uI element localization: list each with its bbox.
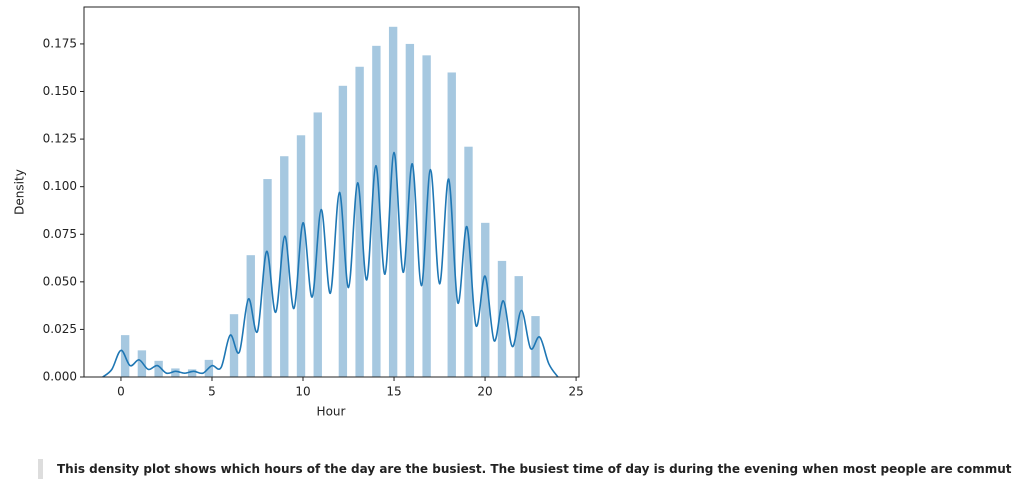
bar (355, 66, 364, 378)
x-tick-label: 10 (295, 385, 310, 399)
bar (229, 314, 239, 377)
x-tick-label: 20 (477, 385, 492, 399)
bar (464, 146, 473, 377)
bar (280, 156, 289, 377)
y-axis-label: Density (13, 169, 27, 215)
y-tick-label: 0.075 (43, 227, 77, 241)
axes-frame (83, 6, 580, 378)
y-tick-label: 0.050 (43, 274, 77, 288)
bar (388, 26, 398, 377)
y-tick-label: 0.150 (43, 84, 77, 98)
x-tick-label: 15 (386, 385, 401, 399)
bar (171, 368, 180, 377)
x-tick-label: 25 (568, 385, 583, 399)
x-tick-label: 0 (117, 385, 125, 399)
bar (481, 222, 490, 377)
bar (514, 276, 523, 377)
y-tick-label: 0.025 (43, 322, 77, 336)
kde-line (102, 151, 559, 378)
x-axis-label: Hour (317, 405, 346, 419)
bar (154, 360, 163, 377)
y-tick-label: 0.125 (43, 132, 77, 146)
bar (187, 369, 197, 377)
bar (137, 350, 147, 377)
y-tick-label: 0.000 (43, 370, 77, 384)
bar (246, 255, 255, 377)
y-tick-label: 0.175 (43, 36, 77, 50)
bar (405, 43, 415, 378)
caption: This density plot shows which hours of t… (38, 459, 1012, 479)
bar (531, 316, 540, 377)
bar (263, 179, 272, 377)
y-tick-label: 0.100 (43, 179, 77, 193)
bar (497, 260, 507, 377)
bar (296, 135, 306, 377)
bar (372, 45, 381, 378)
x-tick-label: 5 (208, 385, 216, 399)
chart: Hour Density 0.000 0.025 0.050 0.075 0.100 0.… (13, 6, 584, 419)
